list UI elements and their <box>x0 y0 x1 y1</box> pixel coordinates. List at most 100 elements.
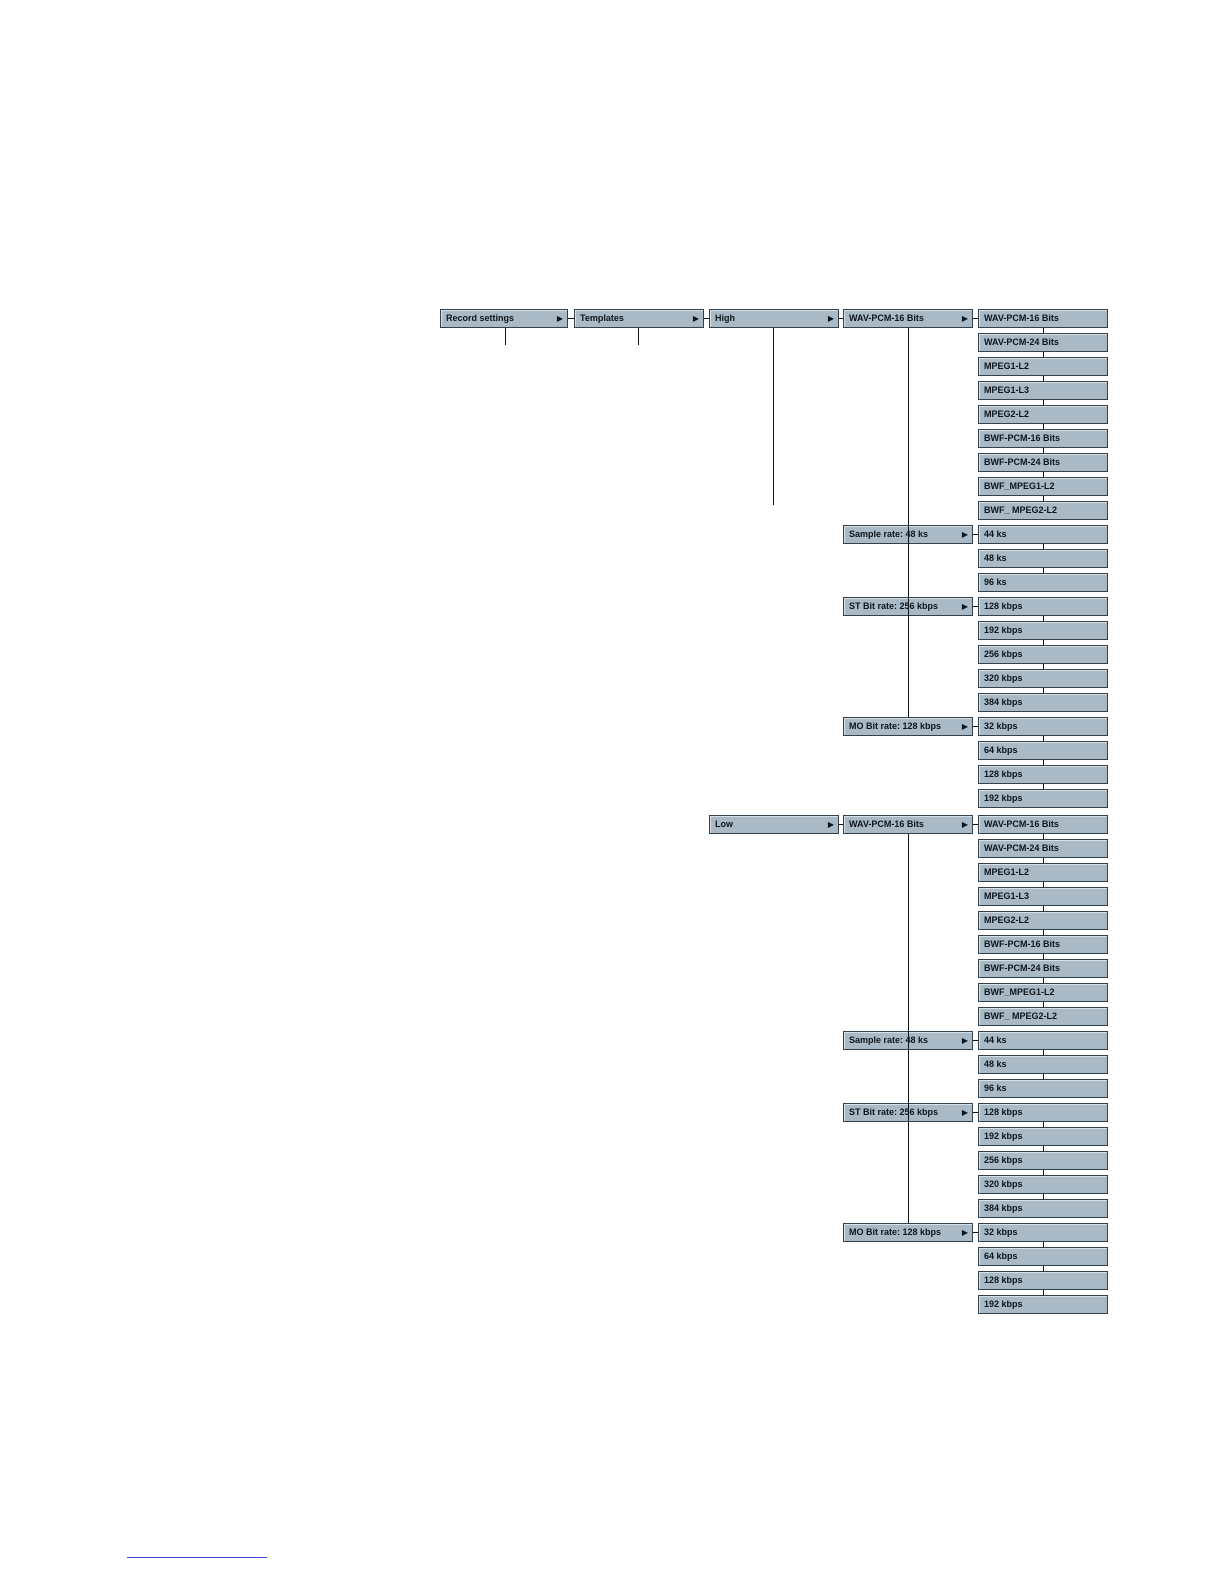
connector-line <box>505 328 506 345</box>
low-format-option[interactable]: BWF-PCM-16 Bits <box>978 935 1108 954</box>
connector-line <box>773 328 774 505</box>
high-st-bit-rate-option-label: 256 kbps <box>984 649 1023 659</box>
submenu-arrow-icon: ▶ <box>556 314 563 323</box>
record-settings-menu[interactable]: Record settings ▶ <box>440 309 568 328</box>
low-st-bit-rate-menu-label: ST Bit rate: 256 kbps <box>849 1107 939 1117</box>
connector-line <box>1043 1194 1044 1199</box>
quality-low-menu[interactable]: Low ▶ <box>709 815 839 834</box>
low-format-menu[interactable]: WAV-PCM-16 Bits ▶ <box>843 815 973 834</box>
connector-line <box>1043 352 1044 357</box>
low-sample-rate-option-label: 96 ks <box>984 1083 1007 1093</box>
connector-line <box>973 1232 978 1233</box>
templates-menu-label: Templates <box>580 313 624 323</box>
low-st-bit-rate-option-label: 192 kbps <box>984 1131 1023 1141</box>
quality-high-menu[interactable]: High ▶ <box>709 309 839 328</box>
low-mo-bit-rate-menu[interactable]: MO Bit rate: 128 kbps ▶ <box>843 1223 973 1242</box>
low-st-bit-rate-option[interactable]: 384 kbps <box>978 1199 1108 1218</box>
high-format-menu-label: WAV-PCM-16 Bits <box>849 313 924 323</box>
high-st-bit-rate-option[interactable]: 384 kbps <box>978 693 1108 712</box>
high-sample-rate-option[interactable]: 44 ks <box>978 525 1108 544</box>
low-st-bit-rate-option[interactable]: 128 kbps <box>978 1103 1108 1122</box>
low-sample-rate-option-label: 44 ks <box>984 1035 1007 1045</box>
high-format-option[interactable]: MPEG1-L2 <box>978 357 1108 376</box>
high-mo-bit-rate-option[interactable]: 32 kbps <box>978 717 1108 736</box>
submenu-arrow-icon: ▶ <box>961 1228 968 1237</box>
low-mo-bit-rate-option[interactable]: 192 kbps <box>978 1295 1108 1314</box>
connector-line <box>1043 616 1044 621</box>
high-sample-rate-option-label: 96 ks <box>984 577 1007 587</box>
connector-line <box>568 318 574 319</box>
low-format-option-label: MPEG1-L2 <box>984 867 1030 877</box>
high-mo-bit-rate-option[interactable]: 192 kbps <box>978 789 1108 808</box>
connector-line <box>973 1040 978 1041</box>
low-sample-rate-option[interactable]: 48 ks <box>978 1055 1108 1074</box>
low-sample-rate-option[interactable]: 96 ks <box>978 1079 1108 1098</box>
high-format-menu[interactable]: WAV-PCM-16 Bits ▶ <box>843 309 973 328</box>
low-mo-bit-rate-menu-label: MO Bit rate: 128 kbps <box>849 1227 942 1237</box>
high-format-option[interactable]: BWF-PCM-16 Bits <box>978 429 1108 448</box>
low-sample-rate-option[interactable]: 44 ks <box>978 1031 1108 1050</box>
submenu-arrow-icon: ▶ <box>961 530 968 539</box>
low-mo-bit-rate-option-label: 64 kbps <box>984 1251 1018 1261</box>
low-format-option[interactable]: WAV-PCM-24 Bits <box>978 839 1108 858</box>
low-st-bit-rate-option-label: 384 kbps <box>984 1203 1023 1213</box>
low-st-bit-rate-option[interactable]: 320 kbps <box>978 1175 1108 1194</box>
connector-line <box>1043 448 1044 453</box>
connector-line <box>908 328 909 717</box>
low-format-menu-label: WAV-PCM-16 Bits <box>849 819 924 829</box>
high-st-bit-rate-option[interactable]: 128 kbps <box>978 597 1108 616</box>
low-format-option[interactable]: MPEG2-L2 <box>978 911 1108 930</box>
low-format-option[interactable]: MPEG1-L2 <box>978 863 1108 882</box>
high-mo-bit-rate-menu[interactable]: MO Bit rate: 128 kbps ▶ <box>843 717 973 736</box>
high-format-option-label: MPEG1-L3 <box>984 385 1030 395</box>
high-st-bit-rate-menu-label: ST Bit rate: 256 kbps <box>849 601 939 611</box>
connector-line <box>704 318 709 319</box>
low-mo-bit-rate-option[interactable]: 32 kbps <box>978 1223 1108 1242</box>
connector-line <box>1043 568 1044 573</box>
low-format-option[interactable]: BWF-PCM-24 Bits <box>978 959 1108 978</box>
connector-line <box>1043 664 1044 669</box>
connector-line <box>1043 496 1044 501</box>
low-format-option[interactable]: BWF_MPEG1-L2 <box>978 983 1108 1002</box>
high-st-bit-rate-option[interactable]: 320 kbps <box>978 669 1108 688</box>
high-st-bit-rate-option[interactable]: 192 kbps <box>978 621 1108 640</box>
connector-line <box>1043 640 1044 645</box>
low-format-option-label: WAV-PCM-16 Bits <box>984 819 1059 829</box>
high-mo-bit-rate-option[interactable]: 64 kbps <box>978 741 1108 760</box>
connector-line <box>1043 784 1044 789</box>
templates-menu[interactable]: Templates ▶ <box>574 309 704 328</box>
connector-line <box>1043 1170 1044 1175</box>
high-sample-rate-option[interactable]: 48 ks <box>978 549 1108 568</box>
quality-high-menu-label: High <box>715 313 735 323</box>
low-format-option[interactable]: BWF_ MPEG2-L2 <box>978 1007 1108 1026</box>
high-format-option[interactable]: WAV-PCM-16 Bits <box>978 309 1108 328</box>
low-st-bit-rate-option[interactable]: 192 kbps <box>978 1127 1108 1146</box>
high-sample-rate-option[interactable]: 96 ks <box>978 573 1108 592</box>
high-format-option[interactable]: BWF-PCM-24 Bits <box>978 453 1108 472</box>
footer-rule <box>127 1557 267 1558</box>
high-mo-bit-rate-option[interactable]: 128 kbps <box>978 765 1108 784</box>
connector-line <box>1043 1122 1044 1127</box>
low-format-option-label: BWF-PCM-16 Bits <box>984 939 1060 949</box>
low-st-bit-rate-option-label: 256 kbps <box>984 1155 1023 1165</box>
low-mo-bit-rate-option[interactable]: 128 kbps <box>978 1271 1108 1290</box>
high-format-option[interactable]: MPEG2-L2 <box>978 405 1108 424</box>
low-mo-bit-rate-option[interactable]: 64 kbps <box>978 1247 1108 1266</box>
low-mo-bit-rate-option-label: 128 kbps <box>984 1275 1023 1285</box>
high-format-option[interactable]: BWF_MPEG1-L2 <box>978 477 1108 496</box>
high-format-option[interactable]: WAV-PCM-24 Bits <box>978 333 1108 352</box>
connector-line <box>1043 400 1044 405</box>
connector-line <box>1043 954 1044 959</box>
low-format-option[interactable]: WAV-PCM-16 Bits <box>978 815 1108 834</box>
submenu-arrow-icon: ▶ <box>827 314 834 323</box>
connector-line <box>1043 424 1044 429</box>
connector-line <box>973 824 978 825</box>
record-settings-menu-label: Record settings <box>446 313 515 323</box>
low-format-option[interactable]: MPEG1-L3 <box>978 887 1108 906</box>
low-st-bit-rate-option[interactable]: 256 kbps <box>978 1151 1108 1170</box>
high-format-option[interactable]: BWF_ MPEG2-L2 <box>978 501 1108 520</box>
connector-line <box>1043 834 1044 839</box>
high-st-bit-rate-option[interactable]: 256 kbps <box>978 645 1108 664</box>
high-format-option[interactable]: MPEG1-L3 <box>978 381 1108 400</box>
connector-line <box>1043 882 1044 887</box>
